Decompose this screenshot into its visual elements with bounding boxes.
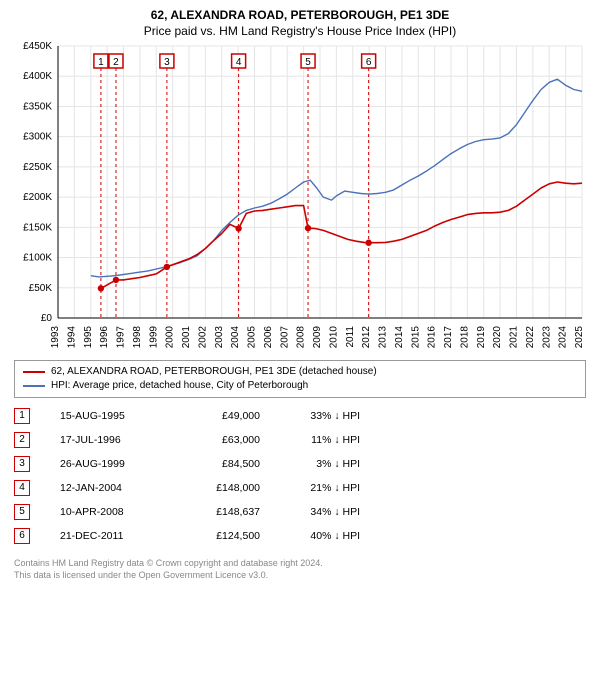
sales-row: 5 10-APR-2008 £148,637 34% ↓ HPI [14,500,586,524]
sales-row: 2 17-JUL-1996 £63,000 11% ↓ HPI [14,428,586,452]
svg-text:£450K: £450K [23,41,52,52]
svg-text:2020: 2020 [492,326,503,349]
svg-text:£0: £0 [41,313,53,324]
svg-text:2000: 2000 [165,326,176,349]
svg-text:£200K: £200K [23,192,52,203]
svg-text:2015: 2015 [410,326,421,349]
svg-text:6: 6 [366,57,372,68]
chart-area: £0 £50K £100K £150K £200K £250K £300K £350K £400… [14,38,586,358]
svg-text:2001: 2001 [181,326,192,349]
svg-text:2008: 2008 [296,326,307,349]
svg-text:2023: 2023 [541,326,552,349]
sales-date: 21-DEC-2011 [40,524,160,548]
sales-marker: 3 [14,456,30,472]
svg-text:2009: 2009 [312,326,323,349]
svg-text:1994: 1994 [66,326,77,349]
sales-marker: 1 [14,408,30,424]
sales-row: 1 15-AUG-1995 £49,000 33% ↓ HPI [14,404,586,428]
legend-label: HPI: Average price, detached house, City… [51,379,308,393]
sales-diff: 11% ↓ HPI [270,428,360,452]
sales-price: £124,500 [170,524,260,548]
svg-text:1999: 1999 [148,326,159,349]
hpi-line-chart: £0 £50K £100K £150K £200K £250K £300K £350K £400… [14,38,586,358]
sales-price: £84,500 [170,452,260,476]
svg-text:2018: 2018 [459,326,470,349]
svg-text:2006: 2006 [263,326,274,349]
svg-text:£250K: £250K [23,162,52,173]
sales-row: 6 21-DEC-2011 £124,500 40% ↓ HPI [14,524,586,548]
svg-text:1995: 1995 [83,326,94,349]
svg-text:1: 1 [98,57,104,68]
legend-item: HPI: Average price, detached house, City… [23,379,577,393]
svg-text:2002: 2002 [197,326,208,349]
legend-swatch [23,371,45,373]
svg-text:2: 2 [113,57,119,68]
sales-date: 17-JUL-1996 [40,428,160,452]
svg-text:1996: 1996 [99,326,110,349]
sales-date: 12-JAN-2004 [40,476,160,500]
svg-text:2022: 2022 [525,326,536,349]
svg-text:2010: 2010 [328,326,339,349]
legend-swatch [23,385,45,387]
sales-row: 4 12-JAN-2004 £148,000 21% ↓ HPI [14,476,586,500]
svg-text:5: 5 [305,57,311,68]
title-address: 62, ALEXANDRA ROAD, PETERBOROUGH, PE1 3D… [14,8,586,22]
svg-text:2012: 2012 [361,326,372,349]
svg-text:2016: 2016 [427,326,438,349]
svg-text:2019: 2019 [476,326,487,349]
svg-text:2005: 2005 [247,326,258,349]
svg-text:£400K: £400K [23,71,52,82]
svg-text:£300K: £300K [23,132,52,143]
sales-date: 10-APR-2008 [40,500,160,524]
hpi-chart-page: { "title": { "line1": "62, ALEXANDRA ROA… [0,0,600,591]
svg-text:2011: 2011 [345,326,356,348]
sales-marker: 2 [14,432,30,448]
sales-row: 3 26-AUG-1999 £84,500 3% ↓ HPI [14,452,586,476]
svg-text:2003: 2003 [214,326,225,349]
svg-text:2014: 2014 [394,326,405,349]
svg-text:1993: 1993 [50,326,61,349]
svg-text:2024: 2024 [558,326,569,349]
svg-text:4: 4 [236,57,242,68]
title-subtitle: Price paid vs. HM Land Registry's House … [14,24,586,38]
svg-text:2013: 2013 [378,326,389,349]
sales-price: £148,000 [170,476,260,500]
legend: 62, ALEXANDRA ROAD, PETERBOROUGH, PE1 3D… [14,360,586,398]
footer-line1: Contains HM Land Registry data © Crown c… [14,558,586,570]
legend-label: 62, ALEXANDRA ROAD, PETERBOROUGH, PE1 3D… [51,365,377,379]
svg-text:2021: 2021 [509,326,520,349]
sales-diff: 33% ↓ HPI [270,404,360,428]
sales-marker: 6 [14,528,30,544]
sales-diff: 21% ↓ HPI [270,476,360,500]
chart-title: 62, ALEXANDRA ROAD, PETERBOROUGH, PE1 3D… [14,8,586,38]
svg-text:£50K: £50K [29,283,53,294]
svg-text:3: 3 [164,57,170,68]
sales-diff: 40% ↓ HPI [270,524,360,548]
sales-marker: 4 [14,480,30,496]
svg-text:1997: 1997 [116,326,127,349]
sales-diff: 3% ↓ HPI [270,452,360,476]
svg-text:£100K: £100K [23,253,52,264]
svg-text:2017: 2017 [443,326,454,349]
svg-text:2004: 2004 [230,326,241,349]
sales-table: 115-AUG-1995£49,00033% ↓ HPI217-JUL-1996… [14,404,586,548]
sales-price: £49,000 [170,404,260,428]
legend-item: 62, ALEXANDRA ROAD, PETERBOROUGH, PE1 3D… [23,365,577,379]
svg-text:2025: 2025 [574,326,585,349]
sales-date: 26-AUG-1999 [40,452,160,476]
svg-text:£350K: £350K [23,101,52,112]
sales-date: 15-AUG-1995 [40,404,160,428]
footer-line2: This data is licensed under the Open Gov… [14,570,586,582]
svg-text:2007: 2007 [279,326,290,349]
sales-diff: 34% ↓ HPI [270,500,360,524]
footer-attribution: Contains HM Land Registry data © Crown c… [14,558,586,581]
svg-text:£150K: £150K [23,222,52,233]
sales-marker: 5 [14,504,30,520]
sales-price: £63,000 [170,428,260,452]
sales-price: £148,637 [170,500,260,524]
svg-text:1998: 1998 [132,326,143,349]
